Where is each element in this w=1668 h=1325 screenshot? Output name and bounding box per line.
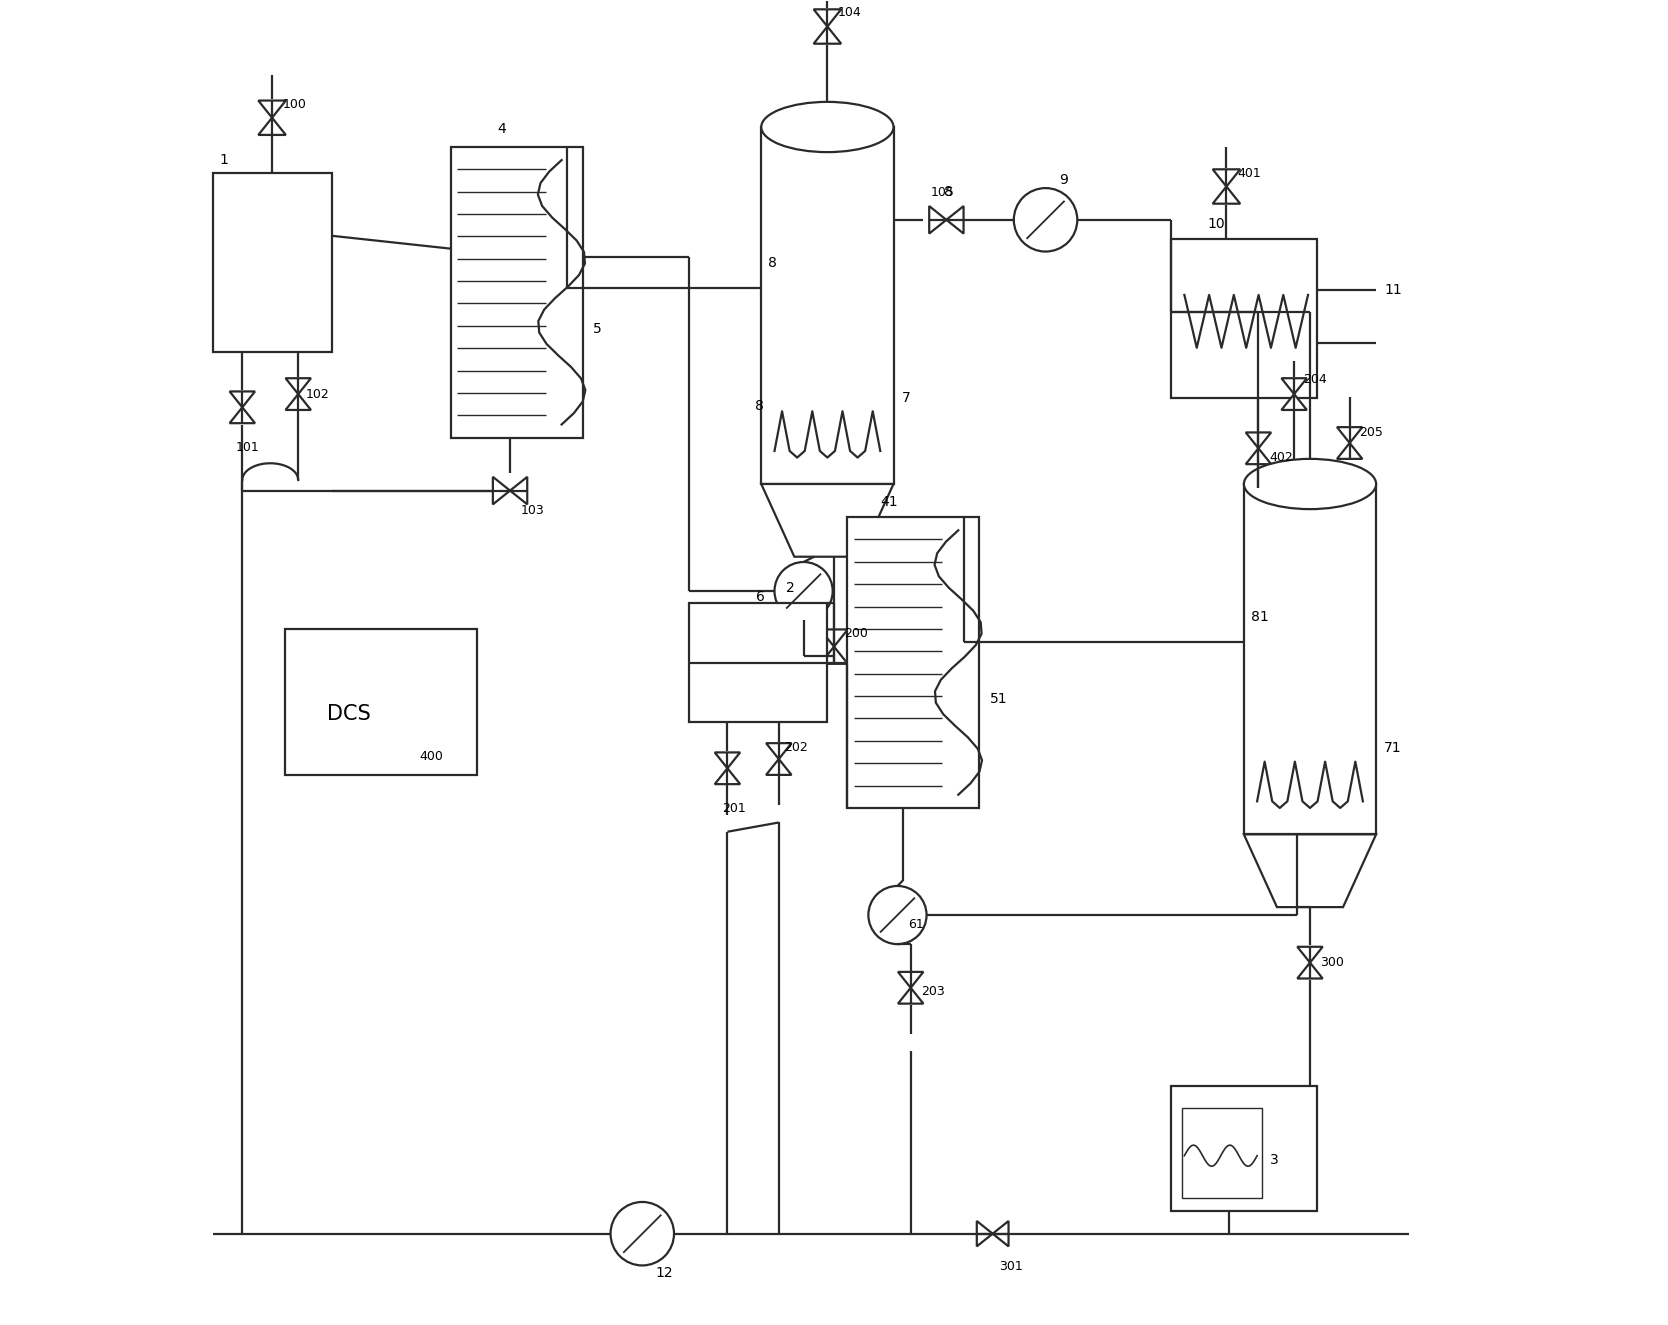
Text: DCS: DCS bbox=[327, 704, 372, 723]
Text: 11: 11 bbox=[1384, 282, 1401, 297]
Polygon shape bbox=[814, 26, 841, 44]
Polygon shape bbox=[761, 484, 894, 556]
Text: 4: 4 bbox=[497, 122, 505, 136]
Bar bbox=[1181, 1108, 1261, 1198]
Polygon shape bbox=[714, 753, 741, 768]
Bar bbox=[450, 147, 582, 437]
Text: 100: 100 bbox=[282, 98, 307, 111]
Text: 7: 7 bbox=[901, 391, 911, 404]
Polygon shape bbox=[821, 647, 847, 664]
Polygon shape bbox=[1338, 443, 1363, 458]
Bar bbox=[761, 127, 894, 484]
Polygon shape bbox=[821, 629, 847, 647]
Text: 41: 41 bbox=[881, 496, 897, 509]
Text: 8: 8 bbox=[767, 256, 777, 270]
Polygon shape bbox=[977, 1222, 992, 1247]
Polygon shape bbox=[1244, 835, 1376, 908]
Text: 202: 202 bbox=[784, 741, 807, 754]
Polygon shape bbox=[814, 9, 841, 26]
Polygon shape bbox=[1298, 963, 1323, 978]
Text: 204: 204 bbox=[1303, 374, 1328, 386]
Polygon shape bbox=[1298, 947, 1323, 963]
Polygon shape bbox=[929, 207, 946, 233]
Text: 3: 3 bbox=[1269, 1153, 1279, 1167]
Polygon shape bbox=[1246, 448, 1271, 464]
Polygon shape bbox=[1281, 394, 1306, 409]
Text: 51: 51 bbox=[991, 692, 1007, 706]
Text: 400: 400 bbox=[419, 750, 444, 763]
Bar bbox=[847, 517, 979, 808]
Ellipse shape bbox=[761, 102, 894, 152]
Bar bbox=[689, 603, 827, 722]
Text: 101: 101 bbox=[235, 441, 260, 453]
Bar bbox=[212, 174, 332, 351]
Polygon shape bbox=[230, 407, 255, 423]
Polygon shape bbox=[230, 391, 255, 407]
Polygon shape bbox=[492, 477, 510, 505]
Polygon shape bbox=[1246, 432, 1271, 448]
Text: 103: 103 bbox=[520, 504, 544, 517]
Text: 12: 12 bbox=[656, 1265, 674, 1280]
Text: 61: 61 bbox=[907, 918, 924, 931]
Polygon shape bbox=[766, 743, 792, 759]
Polygon shape bbox=[285, 378, 310, 394]
Text: 8: 8 bbox=[944, 184, 952, 199]
Text: 10: 10 bbox=[1208, 217, 1226, 232]
Text: 201: 201 bbox=[722, 802, 746, 815]
Polygon shape bbox=[897, 987, 924, 1003]
Polygon shape bbox=[1213, 187, 1241, 204]
Bar bbox=[1171, 1085, 1316, 1211]
Text: 6: 6 bbox=[756, 591, 766, 604]
Text: 2: 2 bbox=[786, 582, 794, 595]
Polygon shape bbox=[714, 768, 741, 784]
Polygon shape bbox=[510, 477, 527, 505]
Polygon shape bbox=[766, 759, 792, 775]
Polygon shape bbox=[897, 973, 924, 987]
Polygon shape bbox=[1338, 427, 1363, 443]
Text: 71: 71 bbox=[1384, 741, 1401, 755]
Text: 401: 401 bbox=[1238, 167, 1261, 180]
Text: 102: 102 bbox=[307, 388, 330, 400]
Text: 300: 300 bbox=[1321, 957, 1344, 970]
Polygon shape bbox=[992, 1222, 1009, 1247]
Polygon shape bbox=[259, 101, 285, 118]
Circle shape bbox=[610, 1202, 674, 1265]
Polygon shape bbox=[1213, 170, 1241, 187]
Circle shape bbox=[1014, 188, 1078, 252]
Text: 104: 104 bbox=[837, 5, 862, 19]
Text: 402: 402 bbox=[1269, 452, 1293, 464]
Ellipse shape bbox=[1244, 458, 1376, 509]
Text: 200: 200 bbox=[844, 627, 869, 640]
Text: 105: 105 bbox=[931, 186, 954, 199]
Bar bbox=[1171, 240, 1316, 398]
Polygon shape bbox=[285, 394, 310, 409]
Text: 8: 8 bbox=[754, 399, 764, 412]
Text: 1: 1 bbox=[219, 152, 229, 167]
Polygon shape bbox=[259, 118, 285, 135]
Bar bbox=[1244, 484, 1376, 835]
Circle shape bbox=[869, 886, 926, 945]
Text: 9: 9 bbox=[1059, 172, 1068, 187]
Text: 81: 81 bbox=[1251, 610, 1268, 624]
Polygon shape bbox=[946, 207, 964, 233]
Text: 5: 5 bbox=[594, 322, 602, 337]
Text: 301: 301 bbox=[999, 1260, 1022, 1273]
Text: 205: 205 bbox=[1359, 427, 1383, 439]
Circle shape bbox=[774, 562, 832, 620]
Bar bbox=[285, 629, 477, 775]
Polygon shape bbox=[1281, 378, 1306, 394]
Text: 203: 203 bbox=[921, 986, 946, 998]
